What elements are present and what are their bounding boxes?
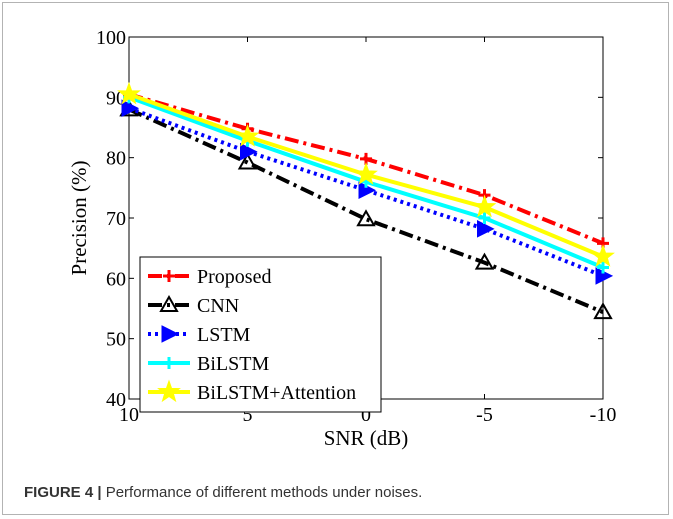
- legend-label-bilstm-attention: BiLSTM+Attention: [197, 382, 356, 404]
- y-tick-label: 70: [106, 208, 126, 230]
- series-line-lstm: [128, 106, 604, 278]
- legend-label-lstm: LSTM: [197, 324, 251, 346]
- data-point-bilstm: [597, 261, 609, 274]
- data-point-bilstm-attention: [235, 124, 260, 147]
- legend-label-bilstm: BiLSTM: [197, 353, 269, 375]
- x-tick-label: -5: [476, 404, 493, 426]
- data-point-bilstm: [478, 212, 491, 224]
- legend-label-cnn: CNN: [197, 295, 239, 317]
- y-tick-label: 100: [96, 27, 126, 49]
- data-point-bilstm-attention: [591, 244, 615, 267]
- x-tick-label: 5: [243, 404, 253, 426]
- figure-caption-label: FIGURE 4 |: [24, 484, 102, 501]
- data-point-cnn: [356, 209, 376, 227]
- data-point-bilstm-attention: [472, 194, 497, 218]
- series-bilstm-attention: [117, 81, 615, 267]
- data-point-cnn: [237, 152, 258, 170]
- legend-marker-bilstm-attention: [157, 379, 181, 403]
- legend-label-proposed: Proposed: [197, 266, 271, 288]
- y-tick-label: 40: [106, 389, 126, 411]
- x-tick-label: 10: [119, 404, 139, 426]
- legend: Proposed CNN LSTM BiLSTM BiLSTM+Attention: [139, 256, 382, 413]
- data-point-bilstm-attention: [354, 162, 378, 185]
- legend-marker-lstm: [161, 325, 180, 343]
- y-tick-label: 60: [106, 268, 126, 290]
- data-point-lstm: [121, 99, 140, 118]
- x-tick-label: 0: [361, 404, 371, 426]
- data-point-bilstm-attention: [117, 81, 141, 105]
- data-point-cnn: [593, 302, 613, 320]
- figure-caption-text: Performance of different methods under n…: [101, 484, 423, 501]
- legend-box: [139, 256, 382, 413]
- series-lstm: [121, 99, 614, 285]
- figure-frame: 40 50 60 70 80 90 100 10 5 0 -5 -10 SNR (dB) Precisio…: [2, 2, 669, 515]
- x-tick-label: -10: [590, 404, 617, 426]
- series-line-cnn: [128, 107, 604, 314]
- y-axis-label: Precision (%): [67, 161, 91, 276]
- data-point-lstm: [240, 142, 258, 161]
- legend-marker-proposed: [163, 270, 175, 282]
- data-point-lstm: [477, 220, 495, 238]
- figure-caption: FIGURE 4 | Performance of different meth…: [24, 484, 422, 501]
- x-axis-label: SNR (dB): [324, 426, 409, 450]
- legend-marker-bilstm: [163, 357, 175, 369]
- y-tick-label: 80: [106, 148, 126, 170]
- y-tick-label: 50: [106, 329, 126, 351]
- legend-marker-cnn: [159, 294, 179, 312]
- data-point-cnn: [474, 252, 495, 270]
